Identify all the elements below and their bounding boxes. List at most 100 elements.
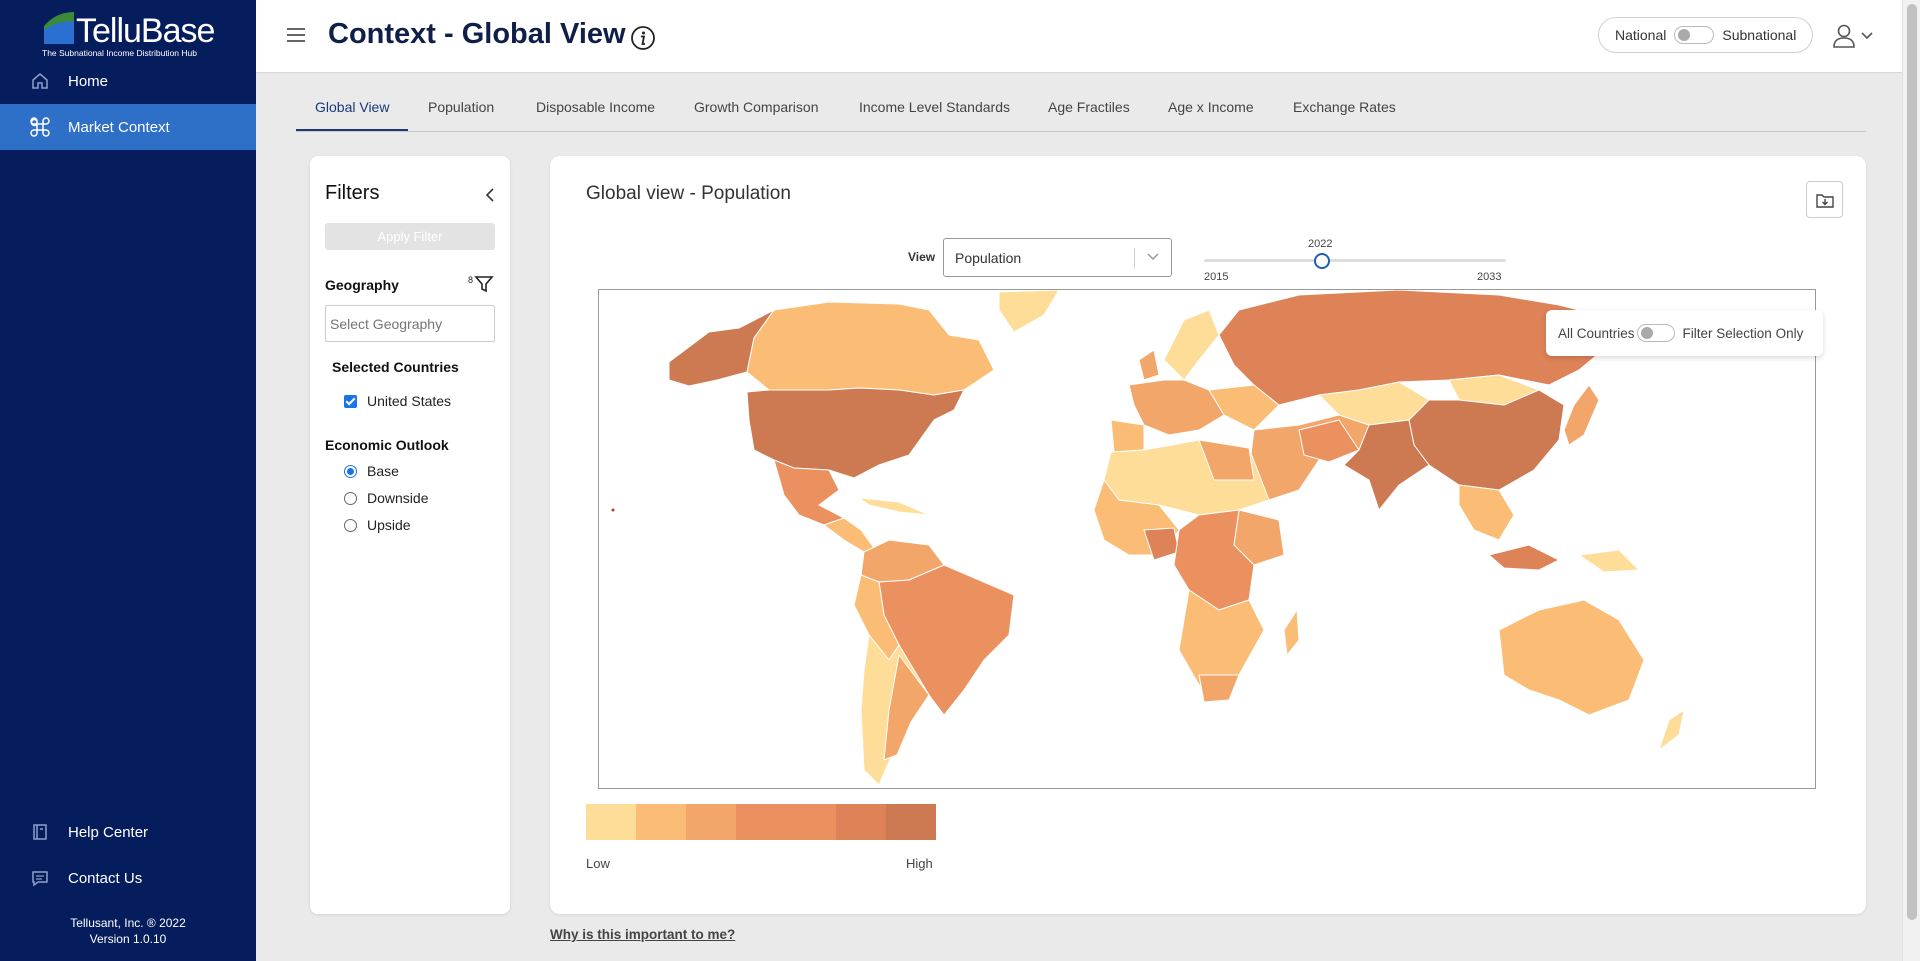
tab-age-fractiles[interactable]: Age Fractiles <box>1048 99 1130 115</box>
sidebar-footer: Tellusant, Inc. ® 2022 Version 1.0.10 <box>0 915 256 947</box>
country-canada <box>746 301 995 396</box>
global-view-card: Global view - Population View Population… <box>550 156 1866 914</box>
year-slider[interactable]: 2022 2015 2033 <box>1204 238 1509 288</box>
hamburger-menu-icon[interactable] <box>286 26 306 44</box>
radio-button[interactable] <box>344 491 357 505</box>
world-map-svg[interactable] <box>599 290 1816 789</box>
country-australia <box>1498 599 1645 716</box>
sidebar-item-contact-us[interactable]: Contact Us <box>0 855 256 901</box>
chevron-down-icon <box>1861 32 1873 40</box>
legend-low-label: Low <box>586 856 610 871</box>
region-southern-africa <box>1178 589 1265 686</box>
logo: TelluBase The Subnational Income Distrib… <box>40 8 225 58</box>
slider-min-label: 2015 <box>1204 271 1229 283</box>
outlook-option-label: Downside <box>367 490 429 506</box>
country-argentina <box>883 654 930 761</box>
region-western-europe <box>1128 379 1225 436</box>
chevron-left-icon[interactable] <box>482 186 498 204</box>
country-greenland <box>998 290 1060 333</box>
country-new-zealand <box>1658 709 1685 751</box>
legend-swatch <box>586 804 636 840</box>
legend-swatch <box>736 804 836 840</box>
country-filter-toggle[interactable]: All Countries Filter Selection Only <box>1546 310 1823 356</box>
filters-panel: Filters Apply Filter Geography 8 Selecte… <box>310 156 510 914</box>
chat-icon <box>28 866 52 890</box>
apply-filter-button[interactable]: Apply Filter <box>325 223 495 250</box>
legend-swatch <box>686 804 736 840</box>
color-legend <box>586 804 936 840</box>
outlook-option-base[interactable]: Base <box>344 463 399 479</box>
selected-countries-label: Selected Countries <box>332 359 459 375</box>
slider-thumb[interactable] <box>1314 253 1330 269</box>
tab-global-view[interactable]: Global View <box>296 88 409 131</box>
tab-population[interactable]: Population <box>428 99 495 115</box>
country-south-africa <box>1198 674 1240 703</box>
legend-swatch <box>836 804 886 840</box>
country-egypt <box>1198 439 1255 481</box>
region-scandinavia <box>1163 309 1220 381</box>
card-title: Global view - Population <box>586 183 791 204</box>
toggle-label-subnational: Subnational <box>1722 27 1797 43</box>
page-title: Context - Global View <box>328 18 626 50</box>
region-central-america <box>823 517 875 553</box>
scrollbar-thumb[interactable] <box>1907 4 1917 920</box>
slider-current-value: 2022 <box>1308 238 1333 250</box>
view-select-value: Population <box>955 249 1022 266</box>
selected-country-item[interactable]: United States <box>344 393 451 409</box>
version-text: Version 1.0.10 <box>89 932 167 946</box>
sidebar-item-home[interactable]: Home <box>0 58 256 104</box>
world-map[interactable] <box>598 289 1816 789</box>
toggle-label-national: National <box>1615 27 1667 43</box>
logo-mark-icon <box>44 12 74 44</box>
download-folder-icon <box>1815 193 1834 208</box>
country-madagascar <box>1283 609 1300 656</box>
sidebar-item-market-context[interactable]: Market Context <box>0 104 256 150</box>
tab-growth-comparison[interactable]: Growth Comparison <box>694 99 819 115</box>
filter-icon[interactable] <box>474 274 494 294</box>
sidebar-item-label: Market Context <box>68 118 170 136</box>
command-icon <box>28 115 52 139</box>
national-subnational-toggle[interactable]: National Subnational <box>1598 17 1813 53</box>
country-russia <box>1218 290 1610 406</box>
book-icon <box>28 820 52 844</box>
chevron-down-icon <box>1147 253 1159 261</box>
tab-disposable-income[interactable]: Disposable Income <box>536 99 656 115</box>
header: Context - Global View National Subnation… <box>256 0 1902 73</box>
sidebar-item-label: Contact Us <box>68 869 143 887</box>
country-papua <box>1578 549 1640 573</box>
outlook-option-upside[interactable]: Upside <box>344 517 411 533</box>
view-select[interactable]: Population <box>943 238 1172 277</box>
radio-button[interactable] <box>344 518 357 532</box>
filters-title: Filters <box>325 182 380 204</box>
user-icon <box>1833 24 1855 48</box>
tab-bar: Global View Population Disposable Income… <box>296 88 1866 132</box>
geography-label: Geography <box>325 277 399 293</box>
economic-outlook-label: Economic Outlook <box>325 437 449 453</box>
outlook-option-label: Upside <box>367 517 411 533</box>
outlook-option-label: Base <box>367 463 399 479</box>
toggle-switch[interactable] <box>1674 26 1715 44</box>
country-india <box>1343 419 1430 511</box>
why-important-link[interactable]: Why is this important to me? <box>550 927 736 942</box>
country-checkbox[interactable] <box>344 394 357 408</box>
country-japan <box>1563 384 1600 446</box>
outlook-option-downside[interactable]: Downside <box>344 490 428 506</box>
tab-age-x-income[interactable]: Age x Income <box>1168 99 1254 115</box>
user-menu[interactable] <box>1832 22 1876 50</box>
download-button[interactable] <box>1806 181 1843 218</box>
slider-track[interactable] <box>1204 259 1506 262</box>
region-uk <box>1138 349 1160 381</box>
logo-name: TelluBase <box>76 12 215 50</box>
tab-income-level-standards[interactable]: Income Level Standards <box>859 99 1010 115</box>
logo-tagline: The Subnational Income Distribution Hub <box>42 48 197 58</box>
sidebar-item-label: Help Center <box>68 823 149 841</box>
toggle-switch[interactable] <box>1636 324 1675 342</box>
info-icon[interactable] <box>630 25 656 51</box>
sidebar-item-help-center[interactable]: Help Center <box>0 809 256 855</box>
radio-button[interactable] <box>344 464 357 478</box>
region-central-africa <box>1173 509 1255 611</box>
tab-exchange-rates[interactable]: Exchange Rates <box>1293 99 1396 115</box>
geography-input[interactable] <box>325 305 495 342</box>
page-scrollbar[interactable] <box>1902 0 1920 961</box>
toggle-label-all-countries: All Countries <box>1558 325 1635 341</box>
